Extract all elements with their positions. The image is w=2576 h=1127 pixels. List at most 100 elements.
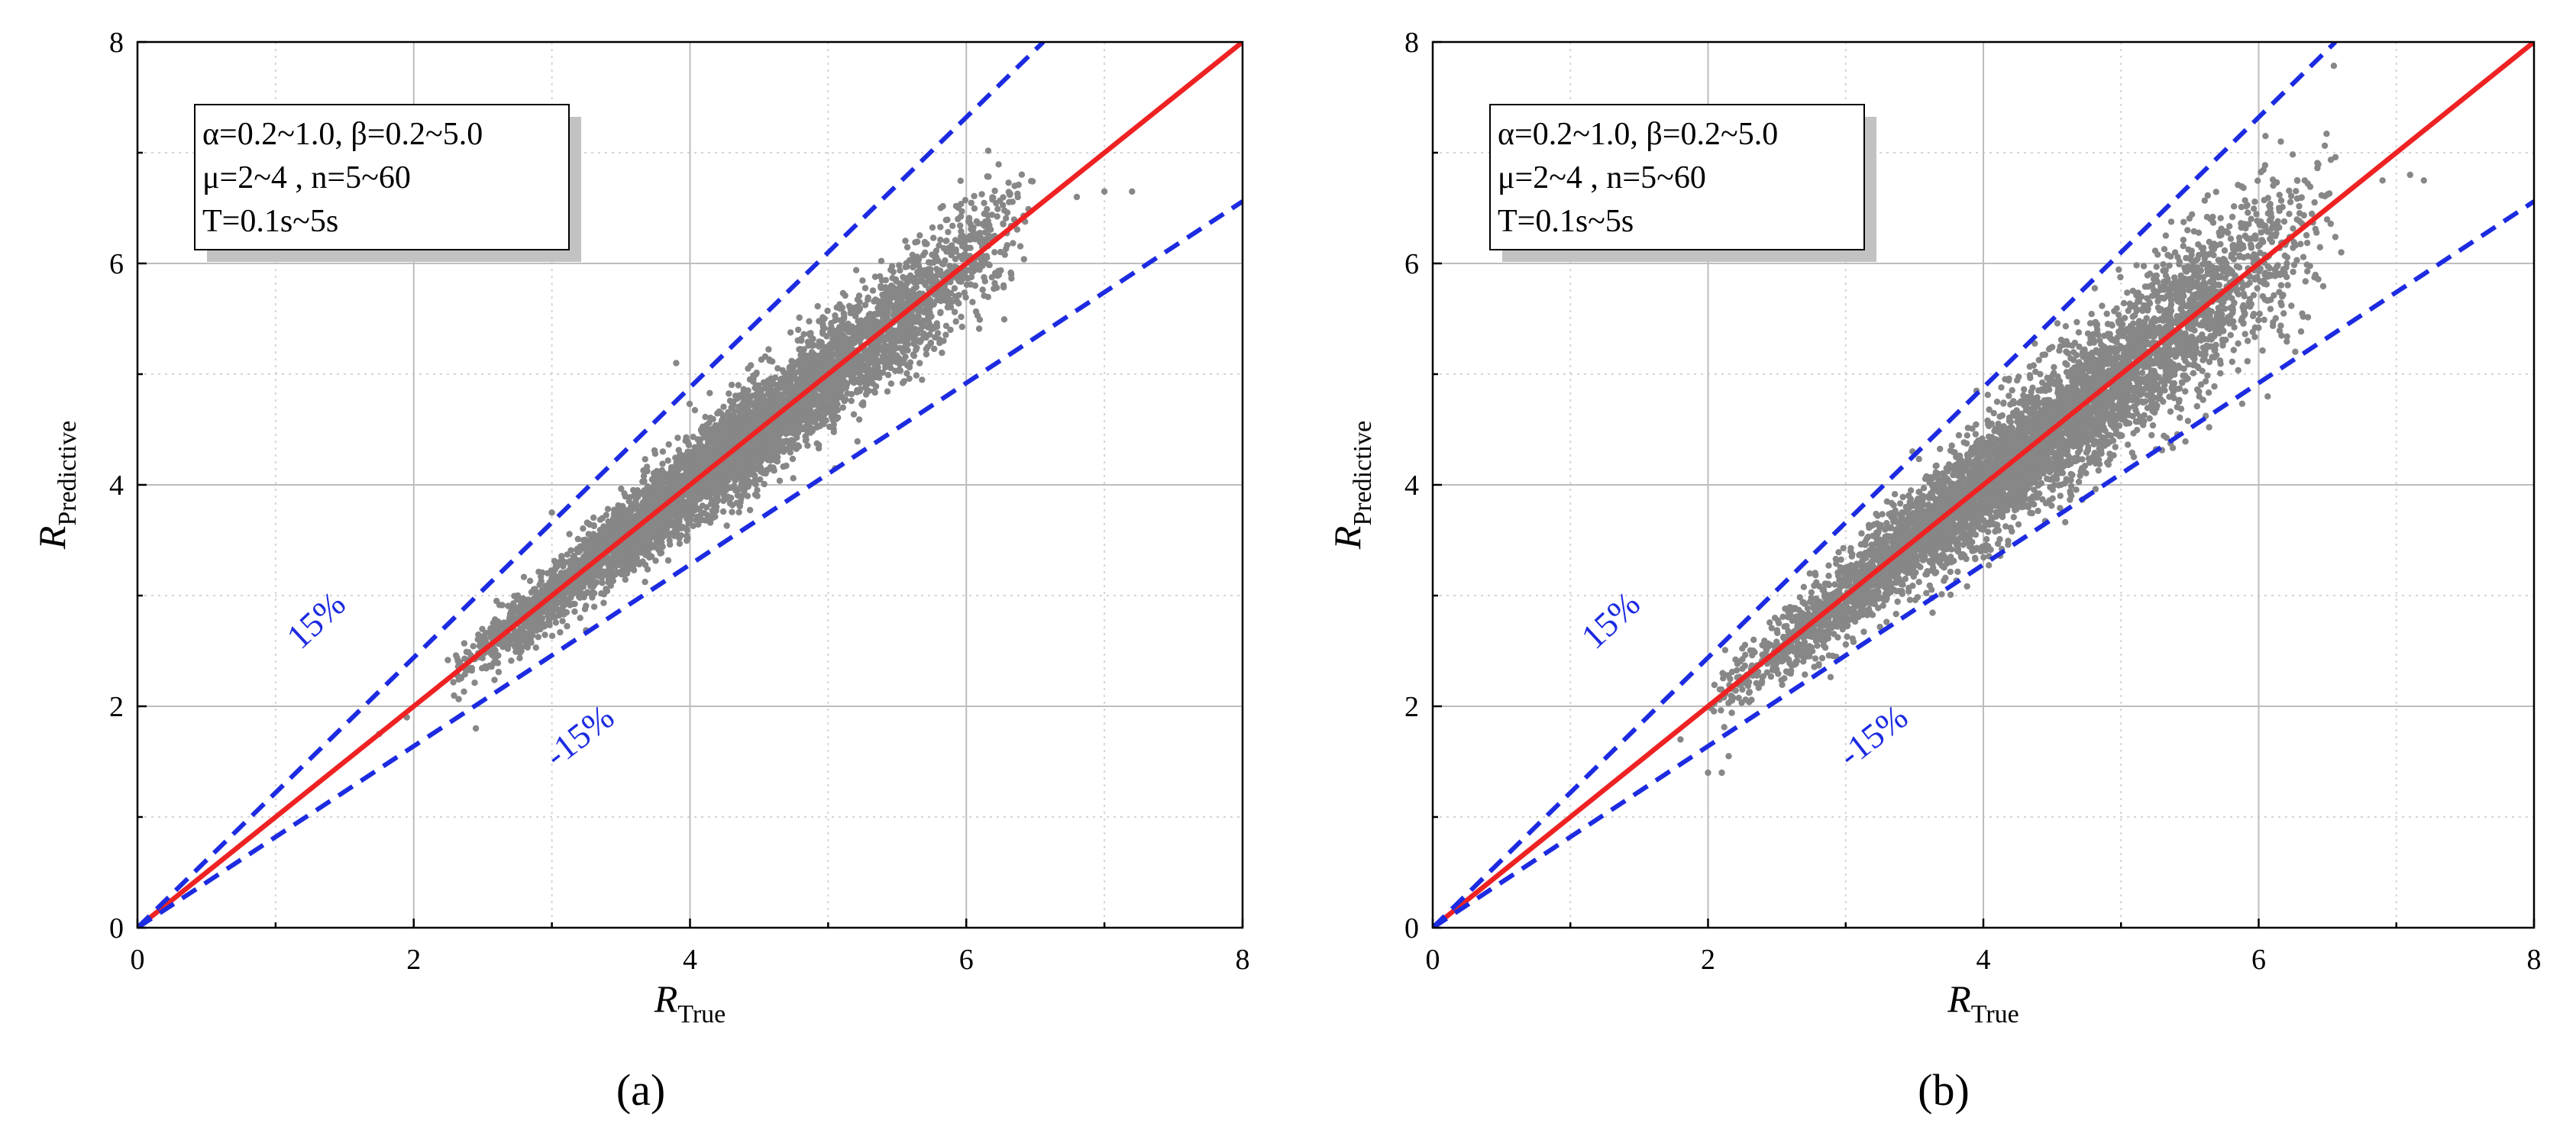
data-point <box>726 390 732 396</box>
data-point <box>949 223 955 229</box>
data-point <box>948 304 954 310</box>
data-point <box>564 623 570 629</box>
data-point <box>853 267 859 273</box>
data-point <box>591 523 597 529</box>
data-point <box>917 339 923 345</box>
data-point <box>553 619 559 625</box>
data-point <box>976 325 982 331</box>
data-point <box>939 203 945 209</box>
data-point <box>989 196 995 202</box>
data-point <box>977 230 983 236</box>
data-point <box>958 314 964 320</box>
data-point <box>902 237 908 244</box>
data-point <box>528 640 534 646</box>
data-point <box>470 643 477 649</box>
data-point <box>884 389 890 395</box>
data-point <box>491 677 497 683</box>
data-point <box>994 213 1000 219</box>
data-point <box>1029 178 1036 184</box>
data-point <box>823 399 829 405</box>
data-point <box>942 331 949 337</box>
data-point <box>549 633 555 639</box>
data-point <box>987 226 994 232</box>
data-point <box>959 324 965 330</box>
data-point <box>692 407 698 413</box>
data-point <box>991 188 997 194</box>
data-point <box>991 286 997 292</box>
data-point <box>522 638 528 644</box>
data-point <box>900 379 906 386</box>
data-point <box>728 495 734 501</box>
data-point <box>489 626 495 632</box>
data-point <box>571 583 577 589</box>
data-point <box>984 206 990 212</box>
data-point <box>888 380 894 386</box>
data-point <box>480 633 486 639</box>
data-point <box>952 237 958 243</box>
data-point <box>878 283 884 289</box>
data-point <box>880 347 886 354</box>
data-point <box>923 282 929 288</box>
data-point <box>901 337 907 343</box>
data-point <box>687 401 693 407</box>
data-point <box>642 579 648 585</box>
data-point <box>995 161 1001 167</box>
data-point <box>674 516 680 522</box>
data-point <box>537 626 543 632</box>
data-point <box>698 511 704 517</box>
data-point <box>558 605 564 612</box>
data-point <box>913 373 920 379</box>
data-point <box>645 567 651 573</box>
data-point <box>611 507 617 513</box>
data-point <box>720 509 726 515</box>
data-point <box>461 640 467 646</box>
data-point <box>528 589 535 595</box>
data-point <box>632 543 638 549</box>
data-point <box>871 321 877 327</box>
data-point <box>735 509 742 515</box>
data-point <box>813 412 819 418</box>
data-point <box>665 457 671 463</box>
data-point <box>516 655 522 661</box>
data-point <box>804 442 810 448</box>
data-point <box>584 519 590 525</box>
data-point <box>777 478 783 484</box>
data-point <box>729 382 735 388</box>
data-point <box>984 173 991 179</box>
data-point <box>978 191 984 197</box>
data-point <box>496 602 503 608</box>
data-point <box>1019 172 1025 178</box>
data-point <box>651 447 658 454</box>
data-point <box>897 267 903 273</box>
data-point <box>716 408 722 415</box>
data-point <box>925 344 931 350</box>
data-point <box>885 372 891 378</box>
data-point <box>728 405 734 411</box>
data-point <box>878 258 884 264</box>
data-point <box>653 541 659 547</box>
data-point <box>994 206 1000 212</box>
data-point <box>855 366 861 372</box>
data-point <box>862 285 868 291</box>
data-point <box>464 649 470 655</box>
data-point <box>945 229 951 235</box>
data-point <box>922 273 928 279</box>
data-point <box>702 454 708 460</box>
data-point <box>541 606 547 612</box>
data-point <box>889 263 895 270</box>
data-point <box>859 277 865 283</box>
data-point <box>727 437 733 443</box>
data-point <box>628 509 634 515</box>
data-point <box>900 349 906 355</box>
data-point <box>871 388 878 394</box>
data-point <box>545 570 551 576</box>
data-point <box>536 582 542 588</box>
data-point <box>642 456 648 462</box>
data-point <box>962 289 968 295</box>
data-point <box>829 417 836 423</box>
data-point <box>975 220 981 226</box>
data-point <box>496 669 502 675</box>
data-point <box>1014 191 1020 197</box>
data-point <box>754 487 760 493</box>
data-point <box>729 509 735 515</box>
